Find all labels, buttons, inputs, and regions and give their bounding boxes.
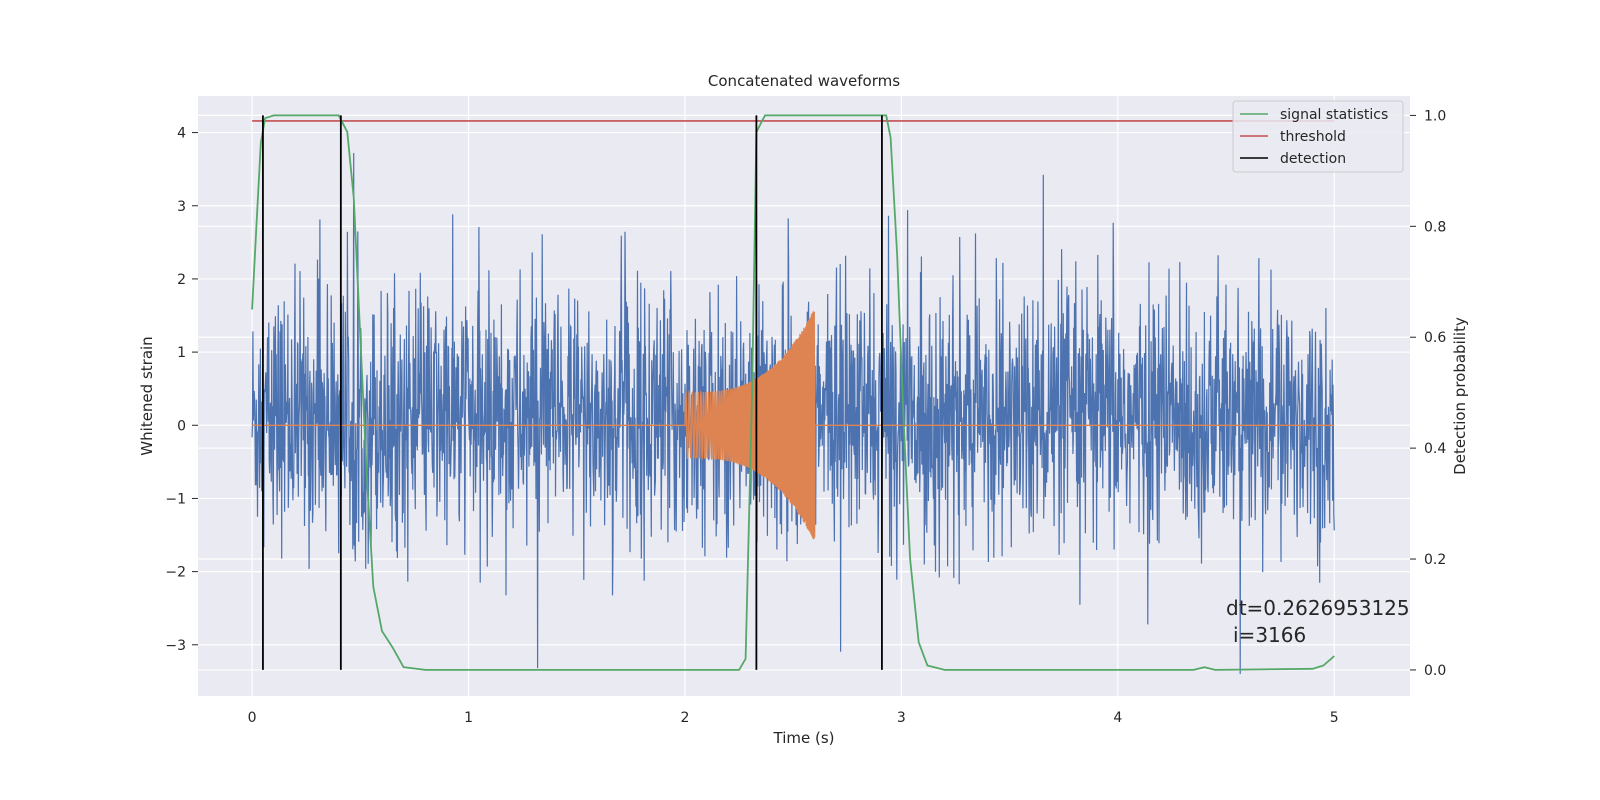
right-y-tick-label: 0.6: [1424, 330, 1446, 346]
right-y-tick-label: 0.4: [1424, 441, 1446, 457]
x-axis-label: Time (s): [773, 729, 835, 747]
legend-label-signal-statistics: signal statistics: [1280, 107, 1388, 123]
left-y-tick-label: 4: [177, 126, 186, 142]
legend-label-threshold: threshold: [1280, 129, 1346, 145]
x-tick-label: 0: [248, 710, 257, 726]
left-y-tick-label: 3: [177, 199, 186, 215]
left-y-axis-label: Whitened strain: [138, 336, 156, 455]
x-tick-label: 2: [681, 710, 690, 726]
right-y-tick-label: 1.0: [1424, 108, 1446, 124]
right-y-tick-label: 0.0: [1424, 663, 1446, 679]
right-y-axis-label: Detection probability: [1451, 317, 1469, 475]
right-y-tick-label: 0.2: [1424, 552, 1446, 568]
detection-series: [262, 115, 883, 670]
chart-title: Concatenated waveforms: [708, 72, 900, 90]
left-y-tick-label: 0: [177, 418, 186, 434]
signal-statistics-line: [251, 114, 1335, 671]
signal-statistics-series: [251, 114, 1335, 671]
left-y-tick-label: 1: [177, 345, 186, 361]
left-y-tick-label: 2: [177, 272, 186, 288]
annotation-i: i=3166: [1233, 623, 1306, 647]
legend: signal statistics threshold detection: [1232, 100, 1404, 173]
annotation-dt: dt=0.2626953125: [1226, 596, 1410, 620]
injected-waveform-line: [252, 311, 1335, 540]
x-tick-label: 1: [464, 710, 473, 726]
legend-box: [1232, 100, 1404, 173]
legend-label-detection: detection: [1280, 151, 1346, 167]
right-y-tick-labels: 0.0 0.2 0.4 0.6 0.8 1.0: [1410, 108, 1446, 679]
right-y-tick-label: 0.8: [1424, 219, 1446, 235]
left-y-tick-labels: −3 −2 −1 0 1 2 3 4: [165, 126, 198, 654]
x-tick-label: 3: [897, 710, 906, 726]
x-tick-labels: 0 1 2 3 4 5: [248, 710, 1339, 726]
x-tick-label: 5: [1330, 710, 1339, 726]
left-y-tick-label: −1: [165, 491, 186, 507]
left-y-tick-label: −2: [165, 565, 186, 581]
x-tick-label: 4: [1113, 710, 1122, 726]
left-y-tick-label: −3: [165, 638, 186, 654]
injected-waveform-series: [252, 311, 1335, 540]
